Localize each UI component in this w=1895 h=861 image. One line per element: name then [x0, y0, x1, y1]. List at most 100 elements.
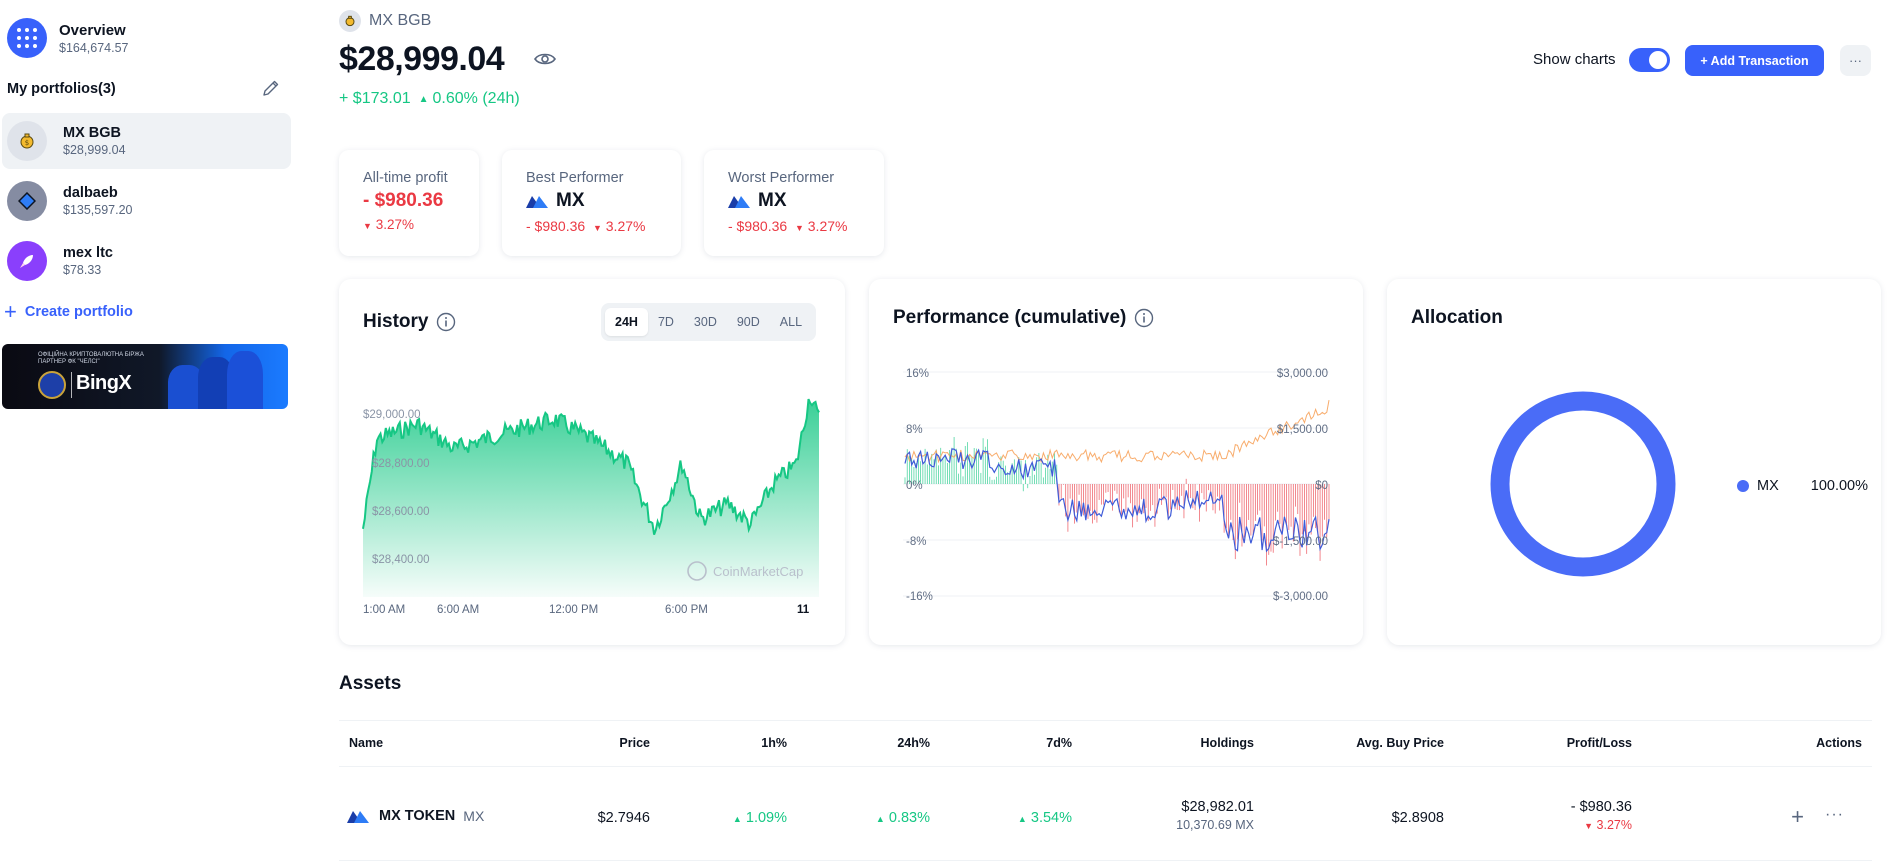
range-7d[interactable]: 7D [657, 315, 674, 329]
diamond-icon [7, 181, 47, 221]
asset-price: $2.7946 [597, 810, 650, 826]
history-panel: History 24H 7D 30D 90D ALL $29,000.00 $2… [339, 279, 845, 645]
cumulative-line [904, 448, 1330, 553]
pencil-icon[interactable] [261, 78, 281, 98]
rocket-icon [7, 241, 47, 281]
left-axis-label: 0% [906, 480, 923, 492]
my-portfolios-heading: My portfolios(3) [7, 81, 116, 97]
col-header-avg-buy[interactable]: Avg. Buy Price [1356, 736, 1444, 750]
all-time-profit-card: All-time profit - $980.36 ▼ 3.27% [339, 150, 479, 256]
right-axis-label: $3,000.00 [1277, 368, 1328, 380]
donut-slice-mx [1490, 391, 1676, 577]
portfolio-balance: $28,999.04 [339, 40, 505, 78]
portfolio-item-mx-bgb[interactable]: $ MX BGB $28,999.04 [2, 113, 291, 169]
allocation-legend: MX 100.00% [1737, 478, 1868, 494]
banner-player-image [227, 351, 263, 409]
sidebar: Overview $164,674.57 My portfolios(3) $ … [0, 0, 292, 861]
svg-text:CoinMarketCap: CoinMarketCap [713, 564, 803, 579]
right-axis-label: $1,500.00 [1277, 424, 1328, 436]
left-axis-label: -16% [906, 591, 933, 603]
show-charts-toggle[interactable] [1629, 48, 1670, 72]
caret-down-icon: ▼ [794, 223, 804, 233]
overview-item[interactable]: Overview $164,674.57 [7, 18, 129, 58]
pl-value: - $980.36 [1570, 799, 1632, 815]
show-charts-label: Show charts [1533, 51, 1616, 68]
range-24h[interactable]: 24H [605, 308, 648, 336]
portfolio-name: dalbaeb [63, 185, 118, 201]
overview-title: Overview [59, 21, 126, 39]
history-chart[interactable]: $29,000.00 $28,800.00 $28,600.00 $28,400… [339, 279, 845, 645]
pnl-line [904, 400, 1330, 464]
allocation-donut[interactable] [1483, 384, 1683, 584]
x-tick-label: 11 [797, 604, 810, 616]
add-transaction-button[interactable]: + Add Transaction [1685, 45, 1824, 76]
y-tick-label: $28,400.00 [372, 554, 430, 566]
portfolio-item-mex-ltc[interactable]: mex ltc $78.33 [2, 233, 291, 289]
stat-pct: ▼ 3.27% [363, 217, 414, 232]
stat-label: All-time profit [363, 170, 448, 186]
right-axis-label: $-1,500.00 [1273, 536, 1328, 548]
asset-symbol: MX [463, 808, 485, 824]
create-portfolio-button[interactable]: + Create portfolio [4, 301, 133, 323]
mx-logo-icon [728, 196, 750, 208]
caret-down-icon: ▼ [592, 223, 602, 233]
portfolio-value: $28,999.04 [63, 143, 126, 157]
history-title: History [363, 311, 456, 333]
add-asset-transaction-button[interactable]: + [1791, 804, 1804, 829]
asset-name: MX TOKEN [379, 808, 456, 824]
info-icon[interactable] [436, 312, 456, 332]
col-header-7d[interactable]: 7d% [1046, 736, 1072, 750]
legend-name: MX [1757, 478, 1779, 494]
stat-change: - $980.36 ▼ 3.27% [728, 218, 848, 234]
stat-label: Best Performer [526, 170, 624, 186]
x-tick-label: 6:00 PM [665, 604, 708, 616]
asset-profit-loss: - $980.36 ▼ 3.27% [1571, 799, 1632, 832]
asset-more-button[interactable]: ··· [1825, 806, 1844, 823]
bingx-banner[interactable]: ОФІЦІЙНА КРИПТОВАЛЮТНА БІРЖА ПАРТНЕР ФК … [2, 344, 288, 409]
col-header-24h[interactable]: 24h% [897, 736, 930, 750]
portfolio-value: $135,597.20 [63, 203, 133, 217]
grid-icon [7, 18, 47, 58]
asset-change-1h: ▲ 1.09% [732, 810, 787, 826]
best-performer-card: Best Performer MX - $980.36 ▼ 3.27% [502, 150, 681, 256]
portfolio-name: MX BGB [63, 125, 121, 141]
mx-logo-icon [526, 196, 548, 208]
holdings-amount: 10,370.69 MX [1176, 818, 1254, 832]
legend-dot [1737, 480, 1749, 492]
x-tick-label: 1:00 AM [363, 604, 405, 616]
asset-change-7d: ▲ 3.54% [1017, 810, 1072, 826]
range-all[interactable]: ALL [779, 315, 803, 329]
portfolio-name: mex ltc [63, 245, 113, 261]
asset-change-24h: ▲ 0.83% [875, 810, 930, 826]
x-tick-label: 6:00 AM [437, 604, 479, 616]
range-selector: 24H 7D 30D 90D ALL [601, 303, 817, 341]
eye-icon[interactable] [534, 52, 556, 66]
col-header-1h[interactable]: 1h% [761, 736, 787, 750]
portfolio-item-dalbaeb[interactable]: dalbaeb $135,597.20 [2, 173, 291, 229]
y-tick-label: $28,800.00 [372, 458, 430, 470]
history-line [362, 398, 820, 535]
col-header-actions: Actions [1816, 736, 1862, 750]
col-header-name[interactable]: Name [349, 736, 384, 750]
more-options-button[interactable]: ··· [1840, 45, 1871, 76]
club-crest-icon [38, 371, 66, 399]
overview-value: $164,674.57 [59, 40, 129, 55]
stat-value: - $980.36 [363, 190, 444, 211]
balance-change: + $173.01 ▲ 0.60% (24h) [339, 90, 520, 108]
col-header-holdings[interactable]: Holdings [1200, 736, 1254, 750]
col-header-profit-loss[interactable]: Profit/Loss [1566, 736, 1632, 750]
banner-brand: BingX [76, 372, 132, 394]
col-header-price[interactable]: Price [619, 736, 650, 750]
left-axis-label: 8% [906, 424, 923, 436]
change-pct: 0.60% (24h) [432, 90, 520, 107]
allocation-title: Allocation [1411, 307, 1503, 328]
asset-avg-buy: $2.8908 [1391, 810, 1444, 826]
caret-down-icon: ▼ [363, 221, 372, 231]
info-icon[interactable] [1134, 308, 1154, 328]
range-30d[interactable]: 30D [693, 315, 717, 329]
performance-chart[interactable]: 16% 8% 0% -8% -16% $3,000.00 $1,500.00 $… [869, 279, 1363, 645]
holdings-value: $28,982.01 [1181, 799, 1254, 815]
y-tick-label: $29,000.00 [363, 409, 421, 421]
legend-pct: 100.00% [1810, 478, 1868, 494]
range-90d[interactable]: 90D [736, 315, 760, 329]
